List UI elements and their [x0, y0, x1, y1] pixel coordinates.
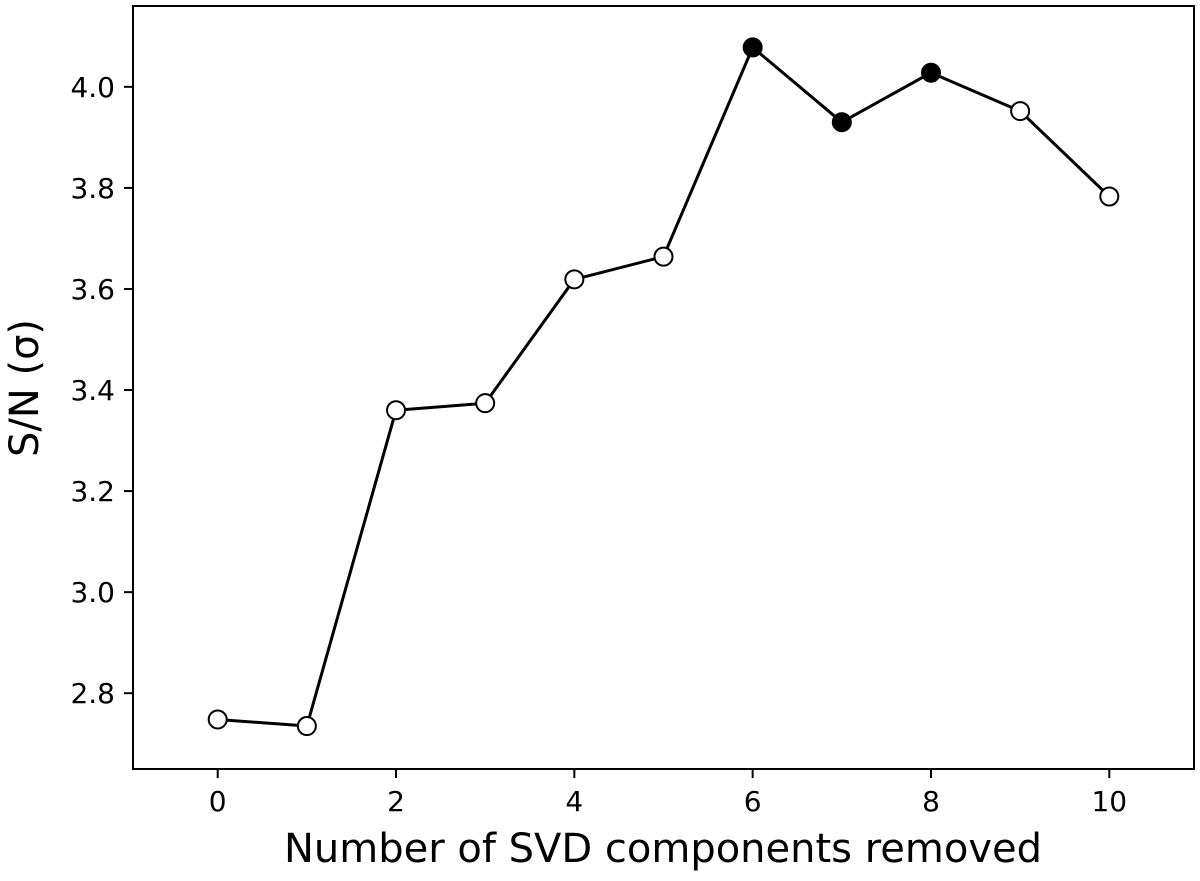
y-tick-label: 3.4 — [70, 374, 115, 407]
data-point-open — [1010, 101, 1031, 122]
plot-frame — [132, 5, 1195, 770]
y-tick-label: 3.8 — [70, 172, 115, 205]
data-point-filled — [831, 112, 852, 133]
y-axis-label: S/N (σ) — [2, 319, 48, 457]
y-tick-label: 2.8 — [70, 677, 115, 710]
data-point-open — [564, 269, 585, 290]
y-tick-label: 3.2 — [70, 475, 115, 508]
data-point-open — [653, 246, 674, 267]
x-axis-label: Number of SVD components removed — [284, 826, 1042, 872]
x-axis-ticks: 0 2 4 6 8 10 — [209, 769, 1127, 818]
y-tick-label: 3.0 — [70, 576, 115, 609]
data-point-open — [1099, 186, 1120, 207]
y-tick-label: 4.0 — [70, 71, 115, 104]
y-axis-ticks: 2.8 3.0 3.2 3.4 3.6 3.8 4.0 — [70, 71, 133, 710]
y-tick-label: 3.6 — [70, 273, 115, 306]
x-tick-label: 8 — [922, 785, 940, 818]
data-point-open — [207, 709, 228, 730]
x-tick-label: 6 — [744, 785, 762, 818]
plot-area — [133, 6, 1194, 769]
x-tick-label: 2 — [387, 785, 405, 818]
x-tick-label: 4 — [565, 785, 583, 818]
data-point-filled — [742, 37, 763, 58]
x-tick-label: 10 — [1091, 785, 1127, 818]
series-group — [207, 37, 1120, 737]
data-point-open — [475, 393, 496, 414]
data-point-filled — [920, 62, 941, 83]
x-tick-label: 0 — [209, 785, 227, 818]
data-point-open — [386, 400, 407, 421]
data-point-open — [296, 716, 317, 737]
